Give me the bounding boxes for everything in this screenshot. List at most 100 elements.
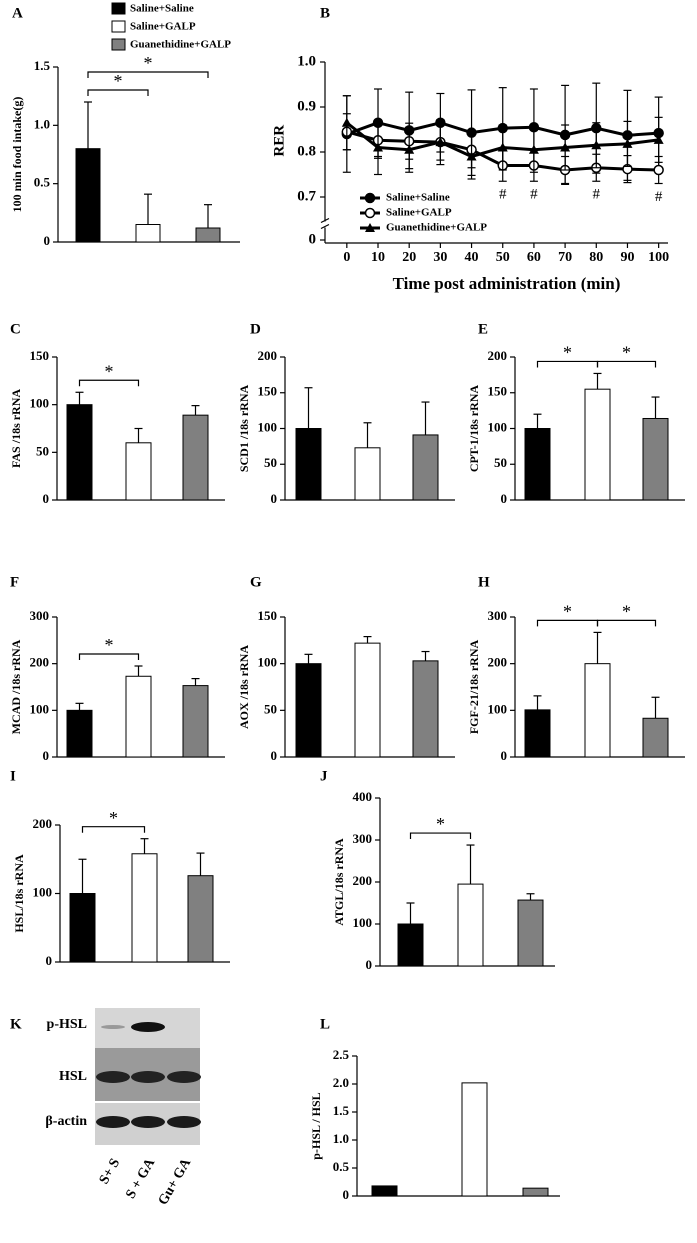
bar <box>295 663 322 758</box>
significance-bracket <box>81 826 146 833</box>
bar <box>371 1185 398 1197</box>
y-tick-label: 100 <box>30 396 50 411</box>
y-tick-label: 100 <box>258 419 278 434</box>
y-tick-label: 50 <box>264 455 277 470</box>
panel-label: C <box>10 321 21 337</box>
legend-swatch <box>111 20 126 33</box>
y-tick-label: 1.0 <box>34 116 50 131</box>
bar <box>182 414 209 501</box>
bar <box>642 417 669 501</box>
bar <box>397 923 424 967</box>
blot-band <box>101 1025 125 1029</box>
data-point <box>653 134 664 144</box>
y-tick-label: 100 <box>488 701 508 716</box>
bar <box>584 663 611 758</box>
blot-band <box>167 1071 201 1083</box>
y-tick-label: 150 <box>258 384 278 399</box>
significance-label: # <box>499 187 507 203</box>
significance-label: # <box>530 187 538 203</box>
bar <box>412 434 439 501</box>
y-tick-label: 100 <box>33 884 53 899</box>
significance-label: * <box>109 808 118 828</box>
y-tick-label: 0 <box>501 748 508 763</box>
panel-label: H <box>478 574 490 590</box>
significance-label: * <box>436 814 445 834</box>
panel-label: G <box>250 574 262 590</box>
y-axis-label: HSL/18s rRNA <box>12 854 26 933</box>
data-point <box>373 142 384 152</box>
y-tick-label: 2.5 <box>333 1047 350 1062</box>
y-tick-label: 300 <box>30 608 50 623</box>
y-axis-label: FAS /18s rRNA <box>9 389 23 468</box>
y-tick-label: 0.5 <box>333 1159 350 1174</box>
row-label: HSL <box>59 1069 87 1084</box>
y-tick-label: 100 <box>353 915 373 930</box>
blot-band <box>131 1022 165 1032</box>
significance-bracket <box>87 89 149 96</box>
y-tick-label: 0 <box>271 748 278 763</box>
y-tick-label: 0.8 <box>297 143 316 159</box>
significance-label: # <box>655 189 663 205</box>
y-tick-label: 0 <box>309 231 317 247</box>
row-label: β-actin <box>45 1114 87 1129</box>
y-axis-label: 100 min food intake(g) <box>10 97 24 213</box>
y-tick-label: 200 <box>353 873 373 888</box>
y-tick-label: 0 <box>46 953 53 968</box>
legend-label: Saline+GALP <box>130 21 196 33</box>
x-axis-label: Time post administration (min) <box>393 274 621 293</box>
significance-label: # <box>593 187 601 203</box>
bar <box>517 899 544 967</box>
y-axis-label: SCD1 /18s rRNA <box>237 385 251 473</box>
bar <box>457 883 484 967</box>
x-tick-label: 90 <box>620 250 634 265</box>
y-tick-label: 50 <box>494 455 507 470</box>
legend-marker <box>365 223 375 232</box>
legend-label: Guanethidine+GALP <box>130 39 231 51</box>
bar <box>187 875 214 963</box>
significance-bracket <box>409 832 472 840</box>
y-tick-label: 0 <box>271 491 278 506</box>
blot-band <box>96 1071 130 1083</box>
y-tick-label: 1.5 <box>34 58 51 73</box>
y-tick-label: 2.0 <box>333 1075 349 1090</box>
y-axis-label: FGF-21/18s rRNA <box>467 640 481 735</box>
y-axis-label: MCAD /18s rRNA <box>9 639 23 734</box>
legend-label: Saline+Saline <box>130 3 194 15</box>
bar <box>195 227 221 243</box>
axis-break <box>320 217 330 224</box>
y-tick-label: 200 <box>33 816 53 831</box>
y-tick-label: 1.0 <box>333 1131 349 1146</box>
y-tick-label: 1.5 <box>333 1103 350 1118</box>
y-tick-label: 0 <box>501 491 508 506</box>
y-tick-label: 0.9 <box>297 98 316 114</box>
y-tick-label: 300 <box>488 608 508 623</box>
blot-band <box>131 1071 165 1083</box>
bar <box>461 1082 488 1197</box>
y-axis-label: AOX /18s rRNA <box>237 645 251 729</box>
panel-label: E <box>478 321 488 337</box>
x-tick-label: 60 <box>527 250 541 265</box>
panel-label: J <box>320 768 328 784</box>
x-tick-label: 10 <box>371 250 385 265</box>
bar <box>584 388 611 501</box>
x-tick-label: 80 <box>589 250 603 265</box>
x-tick-label: 40 <box>465 250 479 265</box>
bar <box>522 1187 549 1197</box>
blot-band <box>167 1116 201 1128</box>
y-axis-label: p-HSL / HSL <box>309 1092 323 1159</box>
panel-label: K <box>10 1016 22 1032</box>
y-tick-label: 50 <box>264 701 277 716</box>
data-point <box>528 144 539 154</box>
bar <box>354 447 381 501</box>
significance-label: * <box>563 602 572 622</box>
significance-label: * <box>622 602 631 622</box>
panel-label: L <box>320 1016 330 1032</box>
y-tick-label: 0.7 <box>297 188 316 204</box>
blot-band <box>96 1116 130 1128</box>
bar <box>412 660 439 758</box>
panel-label: F <box>10 574 19 590</box>
y-tick-label: 400 <box>353 789 373 804</box>
y-tick-label: 0 <box>366 957 373 972</box>
bar <box>125 442 152 501</box>
